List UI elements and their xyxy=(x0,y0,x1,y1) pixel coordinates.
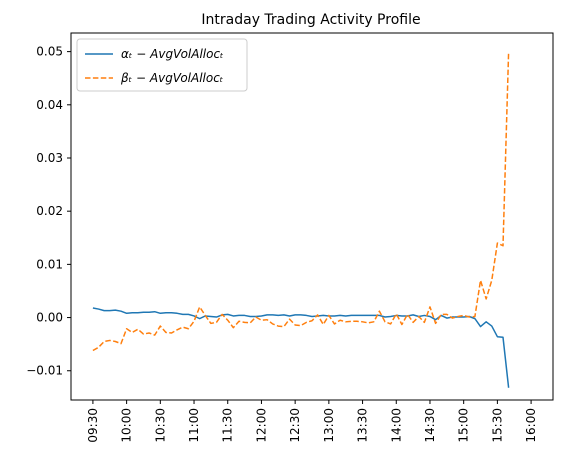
legend-label-1: αₜ − AvgVolAllocₜ xyxy=(121,47,224,61)
legend-label-2: βₜ − AvgVolAllocₜ xyxy=(120,71,224,85)
x-tick-label: 13:00 xyxy=(322,408,336,443)
plot-series xyxy=(92,51,510,388)
x-tick-label: 15:00 xyxy=(457,408,471,443)
x-tick-label: 12:00 xyxy=(254,408,268,443)
series-line-2 xyxy=(92,51,510,352)
x-tick-label: 11:00 xyxy=(187,408,201,443)
x-tick-label: 10:00 xyxy=(120,408,134,443)
chart-title: Intraday Trading Activity Profile xyxy=(201,12,420,28)
y-tick-label: 0.02 xyxy=(36,204,63,218)
y-tick-label: 0.03 xyxy=(36,151,63,165)
x-tick-label: 09:30 xyxy=(86,408,100,443)
x-tick-label: 14:00 xyxy=(389,408,403,443)
y-tick-label: −0.01 xyxy=(26,364,63,378)
x-tick-label: 14:30 xyxy=(423,408,437,443)
y-tick-label: 0.01 xyxy=(36,257,63,271)
x-tick-label: 16:00 xyxy=(524,408,538,443)
x-tick-label: 12:30 xyxy=(288,408,302,443)
x-tick-label: 11:30 xyxy=(221,408,235,443)
x-axis: 09:30 10:00 10:30 11:00 11:30 12:00 12:30 13:00… xyxy=(86,400,538,443)
legend: αₜ − AvgVolAllocₜ βₜ − AvgVolAllocₜ xyxy=(76,38,248,92)
y-tick-label: 0.04 xyxy=(36,98,63,112)
x-tick-label: 10:30 xyxy=(153,408,167,443)
x-tick-label: 13:30 xyxy=(356,408,370,443)
y-tick-label: 0.00 xyxy=(36,311,63,325)
x-tick-label: 15:30 xyxy=(490,408,504,443)
y-tick-label: 0.05 xyxy=(36,45,63,59)
y-axis: −0.01 0.00 0.01 0.02 0.03 0.04 0.05 xyxy=(26,45,71,378)
legend-box xyxy=(76,38,248,92)
plot-area-frame xyxy=(70,32,554,401)
